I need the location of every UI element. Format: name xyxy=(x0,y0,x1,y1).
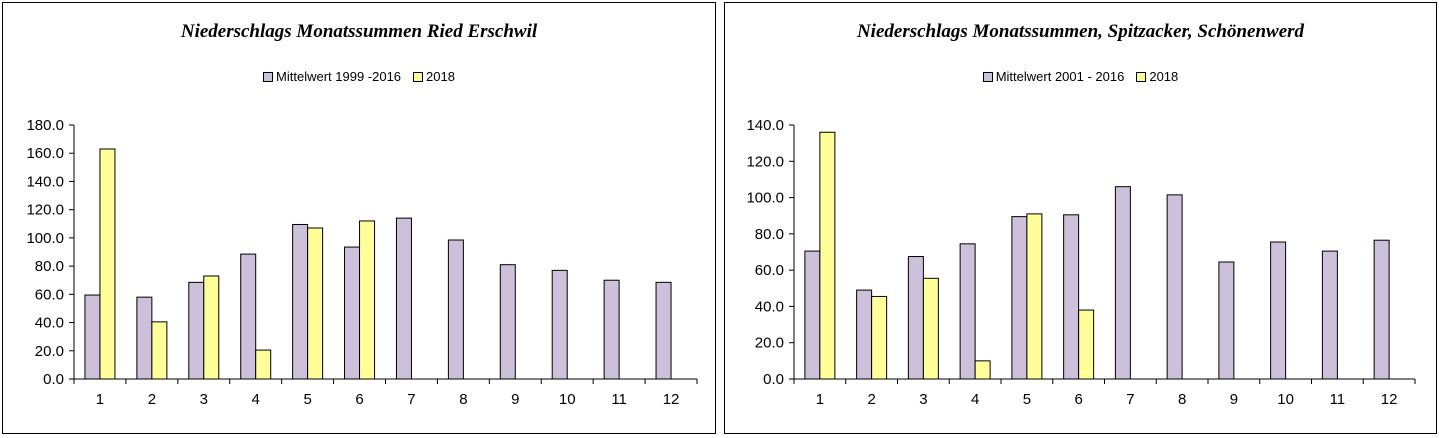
x-tick-label: 9 xyxy=(511,391,519,408)
y-tick-label: 140.0 xyxy=(26,173,64,190)
bar-2018 xyxy=(871,295,888,380)
x-tick-label: 5 xyxy=(1023,391,1031,408)
bar-2018 xyxy=(819,131,836,380)
y-tick-label: 60.0 xyxy=(35,286,64,303)
legend-swatch xyxy=(413,71,424,82)
y-tick-label: 160.0 xyxy=(26,145,64,162)
x-tick-label: 12 xyxy=(1381,391,1398,408)
x-tick-label: 6 xyxy=(1074,391,1082,408)
bar-mittelwert xyxy=(344,246,361,380)
y-tick-label: 80.0 xyxy=(755,226,784,243)
x-tick-label: 8 xyxy=(459,391,467,408)
y-tick-label: 0.0 xyxy=(763,371,784,388)
x-tick-label: 5 xyxy=(303,391,311,408)
legend-item-2018: 2018 xyxy=(413,69,455,84)
chart-panel-ried-erschwil: Niederschlags Monatssummen Ried Erschwil… xyxy=(2,2,716,434)
bar-chart-plot: 0.0 20.0 40.0 60.0 80.0 100.0 120.0 140.0 160.0 1… xyxy=(26,117,698,408)
y-tick-label: 140.0 xyxy=(746,117,784,134)
legend-label: Mittelwert 2001 - 2016 xyxy=(995,69,1125,84)
bar-2018 xyxy=(151,321,168,380)
y-tick-label: 100.0 xyxy=(26,230,64,247)
chart-title: Niederschlags Monatssummen, Spitzacker, … xyxy=(856,21,1305,42)
x-tick-label: 8 xyxy=(1178,391,1186,408)
x-tick-label: 3 xyxy=(200,391,208,408)
bar-2018 xyxy=(359,220,376,380)
bar-mittelwert xyxy=(240,253,257,380)
x-tick-label: 7 xyxy=(1126,391,1134,408)
x-tick-label: 2 xyxy=(867,391,875,408)
y-tick-label: 120.0 xyxy=(746,153,784,170)
legend-swatch xyxy=(263,71,274,82)
y-tick-label: 40.0 xyxy=(35,315,64,332)
bar-2018 xyxy=(99,148,116,380)
x-tick-label: 2 xyxy=(148,391,156,408)
x-tick-label: 11 xyxy=(1330,391,1346,408)
bar-mittelwert xyxy=(856,289,873,380)
bar-mittelwert xyxy=(804,250,821,380)
legend-label: 2018 xyxy=(426,69,455,84)
x-tick-label: 3 xyxy=(919,391,927,408)
bar-mittelwert xyxy=(84,294,101,380)
bar-mittelwert xyxy=(907,256,924,380)
x-tick-label: 12 xyxy=(663,391,680,408)
bar-mittelwert xyxy=(655,281,672,380)
chart-legend: Mittelwert 2001 - 2016 2018 xyxy=(725,69,1436,84)
x-tick-label: 4 xyxy=(252,391,260,408)
bar-mittelwert xyxy=(1114,186,1131,380)
bar-2018 xyxy=(1078,309,1095,380)
bar-mittelwert xyxy=(1011,216,1028,380)
bar-2018 xyxy=(922,277,939,380)
bar-mittelwert xyxy=(959,243,976,380)
bar-mittelwert xyxy=(603,279,620,380)
y-tick-label: 20.0 xyxy=(755,335,784,352)
bar-mittelwert xyxy=(188,281,205,380)
bar-mittelwert xyxy=(1321,250,1338,380)
legend-item-2018: 2018 xyxy=(1136,69,1178,84)
bar-2018 xyxy=(1026,213,1043,380)
bar-mittelwert xyxy=(1373,239,1390,380)
bar-mittelwert xyxy=(447,239,464,380)
bar-mittelwert xyxy=(1218,261,1235,380)
bar-mittelwert xyxy=(551,269,568,380)
bar-mittelwert xyxy=(1270,241,1287,380)
x-tick-label: 9 xyxy=(1230,391,1238,408)
bar-2018 xyxy=(974,360,991,380)
bar-mittelwert xyxy=(499,264,516,380)
chart-title: Niederschlags Monatssummen Ried Erschwil xyxy=(180,21,538,42)
x-tick-label: 1 xyxy=(816,391,824,408)
chart-panel-spitzacker-schoenenwerd: Niederschlags Monatssummen, Spitzacker, … xyxy=(724,2,1437,434)
x-tick-label: 6 xyxy=(355,391,363,408)
bar-mittelwert xyxy=(1063,214,1080,380)
y-tick-label: 100.0 xyxy=(746,190,784,207)
bar-2018 xyxy=(307,227,324,380)
y-tick-label: 40.0 xyxy=(755,298,784,315)
x-tick-label: 10 xyxy=(1277,391,1294,408)
y-tick-label: 0.0 xyxy=(43,371,64,388)
x-tick-label: 10 xyxy=(559,391,576,408)
chart-legend: Mittelwert 1999 -2016 2018 xyxy=(3,69,715,84)
x-tick-label: 1 xyxy=(96,391,104,408)
legend-item-mittelwert: Mittelwert 2001 - 2016 xyxy=(982,69,1125,84)
bar-mittelwert xyxy=(1166,194,1183,380)
bar-mittelwert xyxy=(136,296,153,380)
bar-2018 xyxy=(255,349,272,380)
y-tick-label: 120.0 xyxy=(26,202,64,219)
y-tick-label: 60.0 xyxy=(755,262,784,279)
legend-swatch xyxy=(1136,71,1147,82)
bar-mittelwert xyxy=(395,217,412,380)
legend-swatch xyxy=(982,71,993,82)
x-tick-label: 7 xyxy=(407,391,415,408)
y-tick-label: 80.0 xyxy=(35,258,64,275)
legend-label: 2018 xyxy=(1149,69,1179,84)
y-tick-label: 180.0 xyxy=(26,117,64,134)
y-tick-label: 20.0 xyxy=(35,343,64,360)
legend-item-mittelwert: Mittelwert 1999 -2016 xyxy=(263,69,401,84)
legend-label: Mittelwert 1999 -2016 xyxy=(276,69,402,84)
bar-2018 xyxy=(203,275,220,380)
x-tick-label: 4 xyxy=(971,391,979,408)
x-tick-label: 11 xyxy=(611,391,627,408)
bar-mittelwert xyxy=(292,223,309,380)
